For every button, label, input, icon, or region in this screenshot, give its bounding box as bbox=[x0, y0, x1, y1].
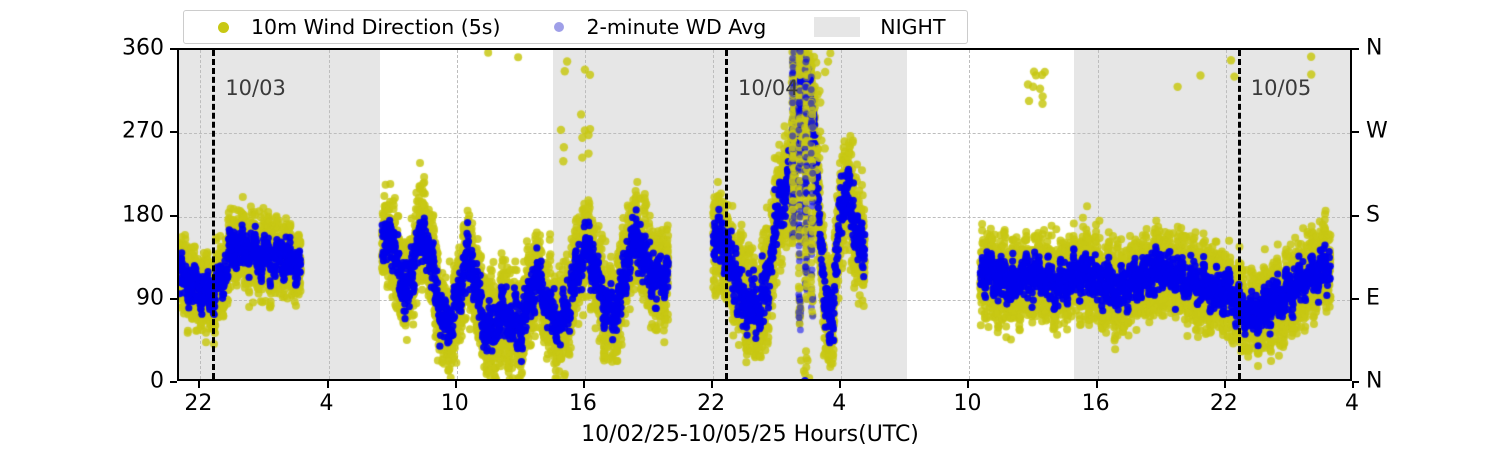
x-tick-label: 10 bbox=[953, 391, 982, 416]
x-tick-mark bbox=[454, 381, 457, 388]
x-tick-mark bbox=[711, 381, 714, 388]
x-tick-label: 16 bbox=[568, 391, 597, 416]
y-tick-mark bbox=[170, 297, 177, 300]
legend-label-night: NIGHT bbox=[880, 15, 946, 39]
x-tick-mark bbox=[198, 381, 201, 388]
day-separator-line bbox=[212, 50, 216, 379]
day-label: 10/04 bbox=[738, 76, 799, 100]
y-tick-mark-right bbox=[1352, 297, 1359, 300]
y-tick-mark-right bbox=[1352, 214, 1359, 217]
plot-area: 10/03 10/04 10/05 bbox=[177, 48, 1352, 381]
y-tick-mark bbox=[170, 214, 177, 217]
y-tick-mark bbox=[170, 48, 177, 50]
y-right-tick-label: N bbox=[1366, 368, 1383, 394]
y-tick-label: 90 bbox=[136, 285, 164, 311]
x-tick-label: 4 bbox=[1345, 391, 1359, 416]
y-tick-mark-right bbox=[1352, 131, 1359, 134]
x-tick-label: 16 bbox=[1081, 391, 1110, 416]
day-label: 10/03 bbox=[225, 76, 286, 100]
x-tick-mark bbox=[582, 381, 585, 388]
chart-legend: 10m Wind Direction (5s) 2-minute WD Avg … bbox=[183, 10, 968, 44]
x-tick-mark bbox=[1095, 381, 1098, 388]
y-tick-mark bbox=[170, 131, 177, 134]
day-label: 10/05 bbox=[1250, 76, 1312, 100]
legend-entry-night: NIGHT bbox=[814, 11, 945, 43]
circle-dot-icon bbox=[218, 21, 229, 33]
y-tick-label: 360 bbox=[122, 35, 164, 61]
x-tick-label: 22 bbox=[697, 391, 726, 416]
x-tick-mark bbox=[1352, 381, 1354, 388]
x-tick-mark bbox=[326, 381, 329, 388]
y-tick-label: 0 bbox=[150, 368, 164, 394]
scatter-canvas bbox=[179, 50, 1350, 379]
x-tick-mark bbox=[1223, 381, 1226, 388]
legend-label-wd-2min: 2-minute WD Avg bbox=[586, 15, 767, 39]
y-tick-mark-right bbox=[1352, 381, 1359, 383]
y-right-tick-label: E bbox=[1366, 285, 1380, 311]
y-tick-mark-right bbox=[1352, 48, 1359, 50]
x-axis-title: 10/02/25-10/05/25 Hours(UTC) bbox=[581, 422, 919, 447]
day-separator-line bbox=[724, 50, 728, 379]
x-tick-label: 4 bbox=[319, 391, 334, 416]
circle-dot-icon bbox=[554, 22, 565, 32]
day-separator-line bbox=[1237, 50, 1241, 379]
y-right-tick-label: N bbox=[1366, 35, 1383, 61]
y-tick-label: 270 bbox=[122, 118, 164, 144]
y-right-tick-label: W bbox=[1366, 118, 1388, 144]
y-right-tick-label: S bbox=[1366, 202, 1380, 227]
y-tick-label: 180 bbox=[122, 202, 164, 227]
x-tick-label: 22 bbox=[184, 391, 213, 416]
shaded-band-swatch bbox=[814, 17, 861, 37]
legend-label-wd-5s: 10m Wind Direction (5s) bbox=[251, 15, 501, 39]
legend-entry-wd-5s: 10m Wind Direction (5s) bbox=[218, 11, 500, 43]
x-tick-label: 10 bbox=[440, 391, 469, 416]
y-tick-mark bbox=[170, 381, 177, 383]
x-tick-label: 22 bbox=[1209, 391, 1238, 416]
legend-entry-wd-2min: 2-minute WD Avg bbox=[554, 11, 766, 43]
x-tick-mark bbox=[839, 381, 842, 388]
x-tick-label: 4 bbox=[832, 391, 847, 416]
x-tick-mark bbox=[967, 381, 970, 388]
